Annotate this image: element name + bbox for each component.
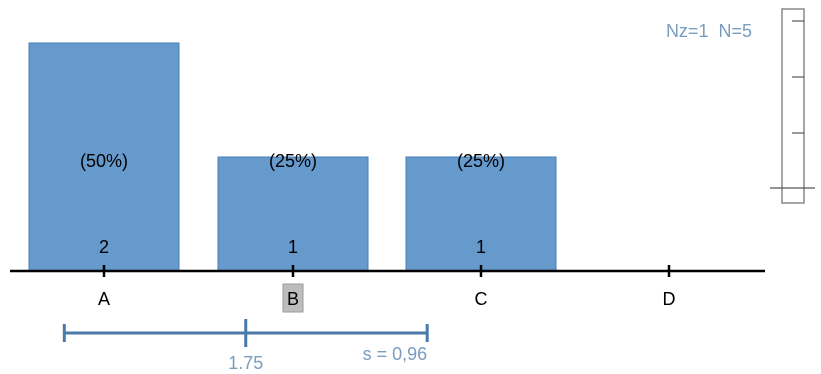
count-label: 1	[288, 237, 298, 257]
category-label-a: A	[98, 289, 110, 309]
count-label: 2	[99, 237, 109, 257]
vertical-scale-widget[interactable]	[770, 8, 815, 204]
category-label-d: D	[663, 289, 676, 309]
percent-label: (50%)	[80, 151, 128, 171]
mean-label: 1.75	[228, 353, 263, 373]
mean-sd-indicator: 1.75 s = 0,96	[62, 319, 429, 373]
count-label: 1	[476, 237, 486, 257]
bar-c	[405, 156, 557, 272]
scale-box	[781, 8, 805, 204]
sd-label: s = 0,96	[363, 344, 428, 364]
n-summary: Nz=1 N=5	[666, 21, 752, 41]
bar-b	[217, 156, 369, 272]
category-label-b: B	[287, 289, 299, 309]
percent-label: (25%)	[269, 151, 317, 171]
nz-label: Nz=1	[666, 21, 709, 41]
bars-group	[28, 42, 557, 272]
x-ticks-group	[102, 265, 671, 277]
n-label: N=5	[718, 21, 752, 41]
percent-label: (25%)	[457, 151, 505, 171]
labels-group: A (50%) 2 B (25%) 1 C (25%) 1 D	[80, 151, 676, 313]
category-highlight	[282, 283, 304, 313]
category-label-c: C	[475, 289, 488, 309]
bar-a	[28, 42, 180, 272]
